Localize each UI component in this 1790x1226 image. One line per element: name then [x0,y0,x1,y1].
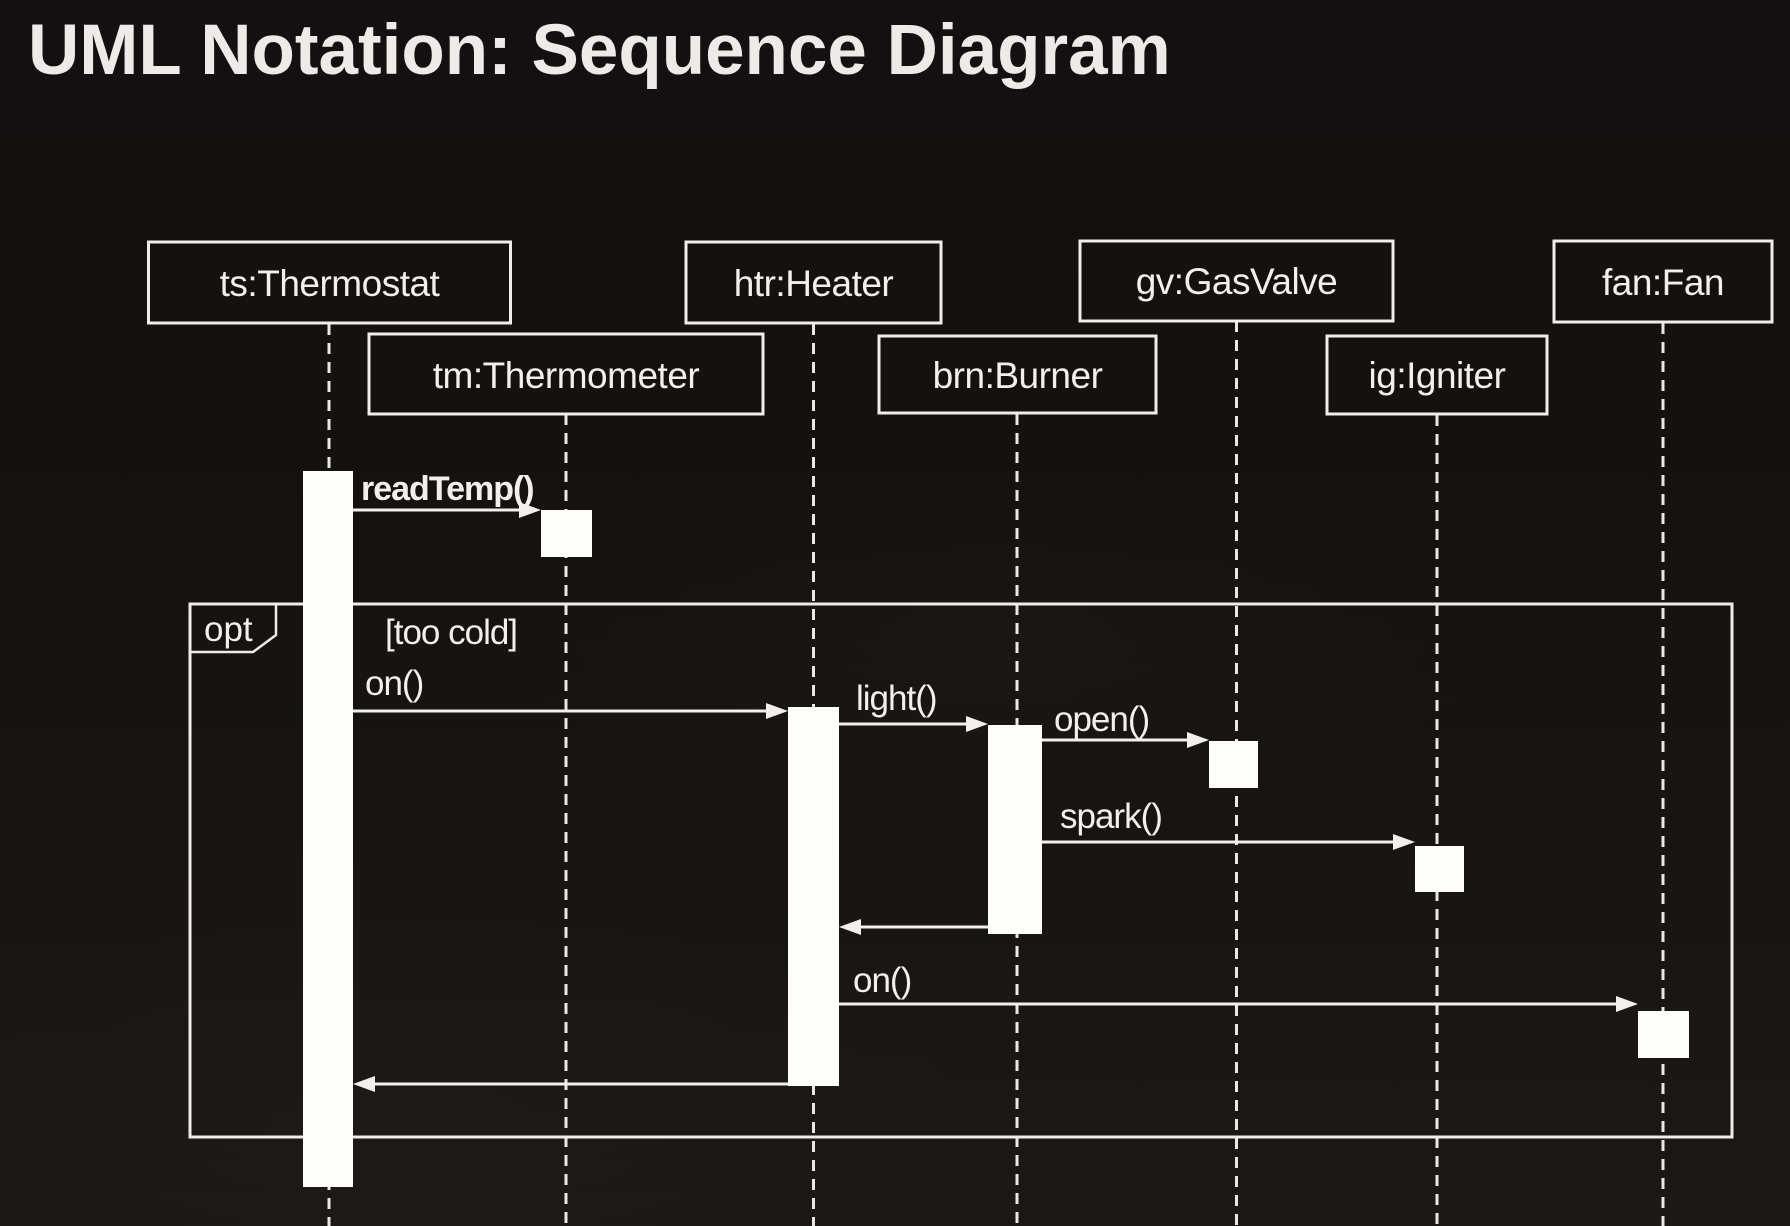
svg-text:[too cold]: [too cold] [385,613,517,652]
svg-text:opt: opt [204,610,253,649]
svg-text:htr:Heater: htr:Heater [734,263,894,304]
svg-text:UML Notation: Sequence Diagram: UML Notation: Sequence Diagram [28,11,1171,90]
svg-text:ts:Thermostat: ts:Thermostat [220,263,441,304]
svg-text:light(): light() [856,679,937,718]
svg-text:on(): on() [365,664,423,703]
svg-text:open(): open() [1054,700,1149,739]
svg-text:fan:Fan: fan:Fan [1602,262,1724,303]
svg-text:spark(): spark() [1060,797,1162,836]
svg-text:ig:Igniter: ig:Igniter [1369,355,1506,396]
svg-text:tm:Thermometer: tm:Thermometer [433,355,700,396]
svg-text:gv:GasValve: gv:GasValve [1136,261,1338,302]
svg-text:brn:Burner: brn:Burner [933,355,1103,396]
svg-text:on(): on() [853,961,911,1000]
svg-text:readTemp(): readTemp() [361,470,534,508]
